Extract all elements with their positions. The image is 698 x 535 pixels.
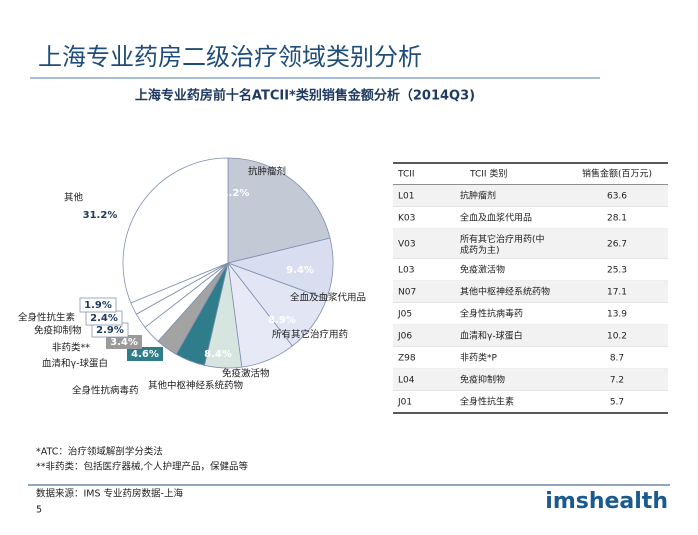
pie-slice bbox=[122, 157, 229, 304]
table-header: 销售金额(百万元) bbox=[582, 168, 652, 180]
label-box bbox=[106, 335, 142, 349]
table-cell: 全身性抗病毒药 bbox=[460, 308, 523, 320]
slice-label: 血清和γ-球蛋白 bbox=[42, 358, 108, 370]
slice-label: 所有其它治疗用药 bbox=[272, 329, 348, 341]
table-cell: 非药类*P bbox=[460, 352, 498, 364]
value-label: 8.4% bbox=[204, 349, 232, 360]
page-number: 5 bbox=[36, 505, 42, 516]
table-row-bg bbox=[393, 369, 668, 391]
pie-slice bbox=[227, 157, 331, 264]
table-cell: L04 bbox=[398, 376, 415, 386]
value-label: 31.2% bbox=[83, 210, 118, 221]
footnote: *ATC：治疗领域解剖学分类法 bbox=[36, 446, 163, 458]
table-row-bg bbox=[393, 391, 668, 413]
table-header-bg bbox=[393, 163, 668, 185]
logo: imshealth bbox=[545, 489, 668, 514]
value-label: 1.9% bbox=[84, 300, 112, 311]
slice-label: 全身性抗病毒药 bbox=[72, 385, 139, 397]
label-box bbox=[127, 347, 163, 361]
slice-label: 其他 bbox=[64, 192, 84, 204]
table-cell: L01 bbox=[398, 192, 414, 202]
table-row-bg bbox=[393, 347, 668, 369]
table-cell: 25.3 bbox=[607, 266, 627, 276]
slice-label: 免疫激活物 bbox=[222, 368, 270, 380]
slice-label: 免疫抑制物 bbox=[34, 325, 82, 337]
table-header: TCII 类别 bbox=[469, 168, 507, 180]
value-label: 2.4% bbox=[90, 313, 118, 324]
table-row-bg bbox=[393, 207, 668, 229]
table-cell: 所有其它治疗用药(中成药为主) bbox=[460, 233, 545, 256]
slide-title: 上海专业药房二级治疗领域类别分析 bbox=[38, 43, 422, 71]
table-row-bg bbox=[393, 259, 668, 281]
slice-label: 其他中枢神经系统药物 bbox=[148, 380, 244, 392]
slice-label: 抗肿瘤剂 bbox=[248, 166, 286, 178]
table-cell: 63.6 bbox=[607, 192, 627, 202]
table-header: TCII bbox=[397, 170, 415, 180]
footnote: **非药类：包括医疗器械,个人护理产品，保健品等 bbox=[36, 461, 249, 473]
slice-label: 全身性抗生素 bbox=[18, 312, 76, 324]
table-cell: J01 bbox=[397, 398, 412, 408]
table-cell: K03 bbox=[398, 214, 415, 224]
table: TCII TCII 类别 销售金额(百万元) L01 抗肿瘤剂 63.6 K03 全血及血浆代… bbox=[393, 162, 668, 414]
table-cell: 免疫抑制物 bbox=[460, 374, 505, 386]
table-cell: 13.9 bbox=[607, 310, 627, 320]
value-label: 3.4% bbox=[110, 337, 138, 348]
value-label: 2.9% bbox=[96, 325, 124, 336]
table-cell: 免疫激活物 bbox=[460, 264, 505, 276]
table-row-bg bbox=[393, 229, 668, 259]
table-row-bg bbox=[393, 303, 668, 325]
table-cell: 26.7 bbox=[607, 240, 627, 250]
table-cell: 5.7 bbox=[610, 398, 624, 408]
table-cell: 10.2 bbox=[607, 332, 627, 342]
table-cell: 17.1 bbox=[607, 288, 627, 298]
table-cell: 28.1 bbox=[607, 214, 627, 224]
chart-title: 上海专业药房前十名ATCII*类别销售金额分析（2014Q3) bbox=[135, 88, 475, 104]
table-cell: Z98 bbox=[398, 354, 416, 364]
table-cell: 全身性抗生素 bbox=[460, 396, 514, 408]
slice-label: 非药类** bbox=[52, 342, 90, 354]
table-cell: J05 bbox=[397, 310, 412, 320]
source: 数据来源：IMS 专业药房数据-上海 bbox=[36, 488, 183, 500]
slice-label: 全血及血浆代用品 bbox=[290, 292, 366, 304]
value-label: 5.7% bbox=[162, 361, 190, 372]
table-cell: 全血及血浆代用品 bbox=[460, 212, 532, 224]
table-cell: L03 bbox=[398, 266, 414, 276]
value-label: 4.6% bbox=[131, 349, 159, 360]
value-label: 21.2% bbox=[215, 188, 250, 199]
label-box bbox=[79, 297, 117, 313]
table-cell: V03 bbox=[398, 240, 416, 250]
table-cell: 7.2 bbox=[610, 376, 624, 386]
table-cell: 血清和γ-球蛋白 bbox=[460, 330, 523, 342]
value-label: 9.4% bbox=[286, 265, 314, 276]
table-cell: 抗肿瘤剂 bbox=[460, 190, 496, 202]
table-cell: J06 bbox=[397, 332, 412, 342]
table-row-bg bbox=[393, 281, 668, 303]
table-row-bg bbox=[393, 185, 668, 207]
table-cell: 8.7 bbox=[610, 354, 624, 364]
table-row-bg bbox=[393, 325, 668, 347]
pie-chart: 抗肿瘤剂 21.2% 全血及血浆代用品 9.4% 所有其它治疗用药 8.9% 免疫激活物 8.… bbox=[18, 157, 366, 397]
table-cell: 其他中枢神经系统药物 bbox=[460, 286, 550, 298]
value-label: 8.9% bbox=[268, 315, 296, 326]
table-cell: N07 bbox=[398, 288, 416, 298]
